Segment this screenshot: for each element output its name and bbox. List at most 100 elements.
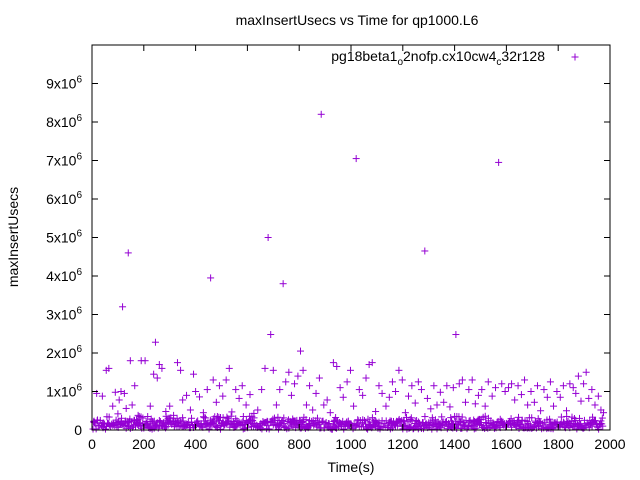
data-point: [478, 386, 486, 394]
data-point: [481, 402, 489, 410]
data-point: [267, 331, 275, 339]
y-axis-ticks: 0 1x106 2x106 3x106 4x106 5x106 6x106 7x106 8x10…: [46, 75, 610, 438]
data-point: [378, 389, 386, 397]
data-point: [421, 247, 429, 255]
data-point: [117, 388, 125, 395]
data-point: [315, 374, 323, 382]
data-point: [595, 425, 603, 433]
data-point: [225, 364, 233, 372]
data-point: [190, 370, 198, 378]
data-point: [264, 234, 272, 241]
data-point: [368, 359, 376, 367]
data-point: [192, 388, 200, 395]
data-point: [270, 414, 278, 422]
chart-title: maxInsertUsecs vs Time for qp1000.L6: [236, 12, 479, 28]
data-point: [577, 397, 585, 405]
data-point: [339, 393, 347, 401]
data-point: [359, 391, 367, 399]
data-point: [242, 401, 250, 409]
x-axis-ticks: 0 200 400 600 800 1000 1200 1400 1600 1800 2000: [88, 45, 626, 452]
data-point: [372, 408, 380, 416]
data-point: [228, 408, 236, 416]
data-point: [588, 386, 596, 394]
data-point: [443, 382, 451, 390]
data-point: [141, 357, 149, 365]
data-point: [285, 368, 293, 376]
data-point: [131, 382, 139, 390]
data-point: [585, 394, 593, 402]
data-point: [484, 378, 492, 386]
data-point: [468, 421, 476, 429]
data-point: [566, 380, 574, 388]
data-point: [461, 398, 469, 406]
data-point: [414, 378, 422, 386]
data-point: [254, 406, 262, 414]
data-point: [411, 417, 419, 425]
x-tick-label: 1000: [335, 436, 366, 452]
data-point: [272, 401, 280, 409]
data-point: [216, 425, 224, 433]
data-point: [492, 384, 500, 392]
data-point: [312, 389, 320, 397]
data-point: [436, 388, 444, 396]
data-point: [326, 409, 334, 417]
data-point: [114, 410, 122, 418]
data-point: [332, 414, 340, 422]
data-point: [232, 386, 240, 394]
y-tick-label: 3x106: [46, 306, 82, 323]
data-point: [430, 382, 438, 390]
x-tick-label: 800: [288, 436, 312, 452]
data-point: [212, 398, 220, 406]
data-point: [524, 401, 532, 409]
data-point: [223, 413, 231, 421]
data-point: [158, 364, 166, 372]
data-point: [222, 376, 230, 384]
data-point: [282, 378, 290, 386]
data-point: [150, 370, 158, 378]
data-point: [199, 409, 207, 417]
data-point: [600, 409, 608, 417]
data-point: [546, 378, 554, 386]
data-point: [458, 413, 466, 421]
data-point: [291, 380, 299, 388]
x-tick-label: 1600: [491, 436, 522, 452]
legend-label: pg18beta1o2nofp.cx10cw4c32r128: [331, 48, 545, 68]
data-point: [559, 418, 567, 426]
data-point: [274, 413, 282, 421]
data-point: [124, 249, 132, 257]
data-point: [420, 425, 428, 433]
x-tick-label: 1800: [543, 436, 574, 452]
data-point: [527, 388, 535, 395]
data-point: [250, 409, 258, 417]
data-point: [449, 384, 457, 392]
data-point: [111, 388, 119, 396]
data-point: [455, 380, 463, 388]
data-point: [219, 392, 227, 400]
data-point: [177, 366, 185, 374]
data-point: [239, 413, 247, 421]
data-point: [343, 378, 351, 386]
data-point: [537, 407, 545, 415]
data-point: [105, 413, 113, 421]
data-point: [186, 406, 194, 414]
data-point: [488, 392, 496, 400]
data-point: [238, 382, 246, 390]
data-point: [126, 357, 134, 365]
data-point: [144, 413, 152, 421]
data-point: [495, 158, 503, 166]
data-point: [179, 417, 187, 425]
data-point: [549, 425, 557, 433]
data-point: [118, 414, 126, 422]
data-point: [599, 422, 607, 430]
y-tick-label: 6x106: [46, 190, 82, 207]
data-point: [188, 414, 196, 422]
data-point: [557, 413, 565, 421]
data-point: [150, 417, 158, 425]
data-point: [294, 372, 302, 380]
data-point: [302, 416, 310, 424]
data-point: [173, 359, 181, 367]
data-point: [355, 386, 363, 394]
data-point: [264, 422, 272, 430]
data-point: [246, 391, 254, 399]
data-point: [470, 425, 478, 433]
